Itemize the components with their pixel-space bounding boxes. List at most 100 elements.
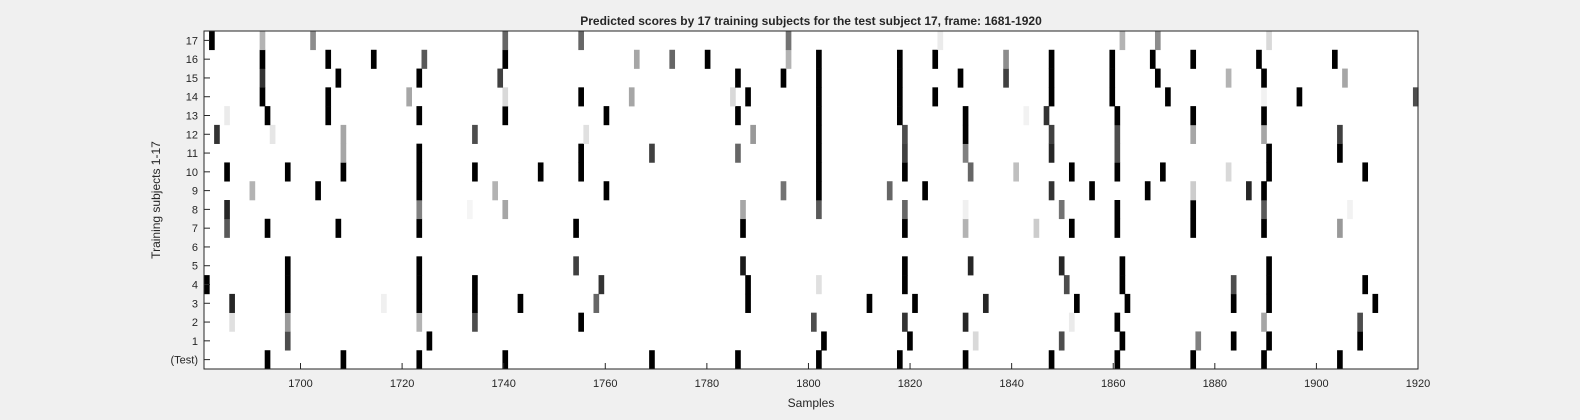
heatmap-cell [740,218,746,238]
heatmap-cell [982,293,989,313]
heatmap-cell [745,275,751,295]
heatmap-cell [472,162,478,182]
y-tick-label: 7 [192,223,198,235]
heatmap-cell [902,218,908,238]
heatmap-cell [866,293,873,313]
x-axis: 1700 1720 1740 1760 1780 1800 1820 1840 1860 1880… [288,363,1430,390]
heatmap-cell [1048,350,1055,370]
heatmap-cell [896,106,903,126]
heatmap-cell [1114,350,1121,370]
x-tick-label: 1780 [695,378,719,390]
heatmap-cell [1230,331,1237,351]
heatmap-cell [259,31,266,51]
heatmap-cell [416,68,423,88]
heatmap-cell [811,312,817,332]
heatmap-cell [1266,143,1272,163]
heatmap-cell [578,162,584,182]
heatmap-cell [381,293,387,313]
heatmap-cell [537,162,544,182]
heatmap-cell [224,106,230,126]
heatmap-cell [416,256,423,276]
heatmap-cell [922,181,928,201]
y-tick-label: 10 [186,167,198,179]
heatmap-cell [1043,106,1050,126]
x-tick-label: 1700 [288,378,312,390]
heatmap-cell [416,162,423,182]
heatmap-cell [310,31,316,51]
heatmap-cell [1048,181,1055,201]
heatmap-cell [816,49,822,69]
heatmap-cell [578,87,584,107]
heatmap-cell [1261,200,1267,220]
heatmap-cell [1058,331,1065,351]
x-tick-label: 1860 [1101,378,1125,390]
y-tick-label: 6 [192,242,198,254]
y-tick-label: 15 [186,73,198,85]
heatmap-cell [416,181,423,201]
heatmap-cell [1190,218,1197,238]
heatmap-cell [517,293,524,313]
heatmap-cell [1063,275,1070,295]
heatmap-cell [740,256,746,276]
axes-box [203,30,1419,370]
heatmap-cell [340,162,347,182]
heatmap-cell [416,312,423,332]
heatmap-cell [1048,49,1055,69]
heatmap-cell [780,68,787,88]
heatmap-cell [1362,162,1369,182]
heatmap-cell [907,331,913,351]
heatmap-cell [284,256,291,276]
heatmap-cell [896,68,903,88]
heatmap-cell [502,49,509,69]
heatmap-cell [962,200,969,220]
heatmap-cell [209,31,215,51]
heatmap-cell [1342,68,1348,88]
x-tick-label: 1920 [1406,378,1430,390]
heatmap-cell [284,275,291,295]
heatmap-cell [816,162,822,182]
y-tick-label: 5 [192,261,198,273]
heatmap-cell [1261,106,1267,126]
heatmap-cell [502,87,509,107]
heatmap-cell [1119,31,1126,51]
heatmap-cell [1246,181,1252,201]
heatmap-cell [902,200,908,220]
heatmap-cell [902,143,908,163]
heatmap-cell [264,218,271,238]
heatmap-cell [704,49,711,69]
heatmap-cell [1261,312,1267,332]
heatmap-cell [1114,162,1121,182]
heatmap-cell [1337,124,1343,144]
heatmap-cell [967,162,974,182]
heatmap-cell [284,312,291,332]
heatmap-cell [1048,68,1055,88]
heatmap-cell [1266,293,1272,313]
heatmap-cell [1089,181,1095,201]
heatmap-cell [821,331,827,351]
heatmap-cell [1261,181,1267,201]
heatmap-cell [416,218,423,238]
y-tick-label: 1 [192,336,198,348]
heatmap-cell [1195,331,1202,351]
heatmap-cell [335,218,342,238]
heatmap-cell [416,275,423,295]
heatmap-cell [502,200,509,220]
heatmap-cell [972,331,979,351]
y-tick-label: 9 [192,186,198,198]
heatmap-cell [340,124,347,144]
heatmap-cell [785,49,792,69]
heatmap-cell [816,106,822,126]
heatmap-cell [816,87,822,107]
heatmap-cell [1023,106,1030,126]
heatmap-cell [1332,49,1338,69]
heatmap-cell [315,181,321,201]
heatmap-cell [962,143,969,163]
y-tick-label: 4 [192,280,198,292]
heatmap-cell [229,312,235,332]
x-axis-label: Samples [788,396,835,410]
heatmap-cell [932,49,939,69]
heatmap-cell [967,256,974,276]
heatmap-cell [912,293,918,313]
heatmap-cell [1266,256,1272,276]
